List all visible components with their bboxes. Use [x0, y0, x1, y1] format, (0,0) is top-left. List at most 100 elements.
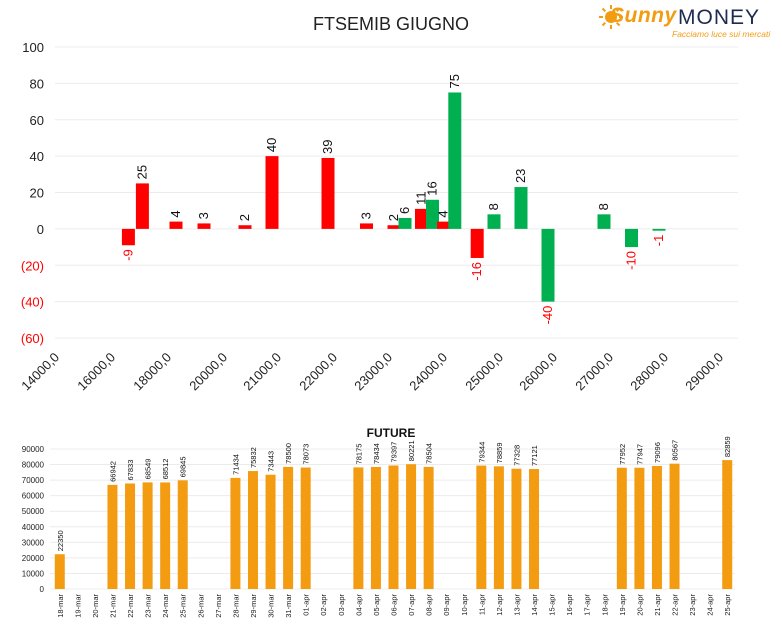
bar — [265, 156, 279, 229]
bar — [283, 466, 294, 589]
bar — [541, 228, 555, 302]
y-tick-label: (20) — [21, 258, 44, 273]
x-tick-label: 24-apr — [706, 594, 715, 616]
bar-data-label: 80221 — [407, 440, 416, 461]
bar-data-label: 25 — [134, 165, 149, 179]
x-tick-label: 25000,0 — [462, 350, 506, 394]
x-tick-label: 23000,0 — [351, 350, 395, 394]
bar-data-label: -1 — [651, 235, 666, 247]
bar — [634, 467, 645, 589]
x-tick-label: 26-mar — [196, 594, 205, 618]
y-tick-label: 90000 — [22, 445, 45, 454]
x-tick-label: 06-apr — [390, 594, 399, 616]
bar-data-label: 82859 — [723, 436, 732, 457]
bar — [415, 208, 428, 229]
bar — [121, 228, 135, 246]
x-tick-label: 08-apr — [425, 594, 434, 616]
bar — [652, 228, 666, 231]
x-tick-label: 28-mar — [231, 594, 240, 618]
bar — [125, 483, 136, 589]
bar-data-label: 16 — [425, 181, 440, 195]
bar — [487, 214, 501, 229]
bar — [493, 466, 504, 589]
bar — [160, 482, 171, 589]
y-tick-label: (60) — [21, 331, 44, 346]
bar — [169, 221, 183, 229]
x-tick-label: 26000,0 — [516, 350, 560, 394]
bar-data-label: 68512 — [161, 459, 170, 480]
x-tick-label: 10-apr — [460, 594, 469, 616]
bar-data-label: 79344 — [477, 442, 486, 463]
x-tick-label: 01-apr — [302, 594, 311, 616]
x-tick-label: 18000,0 — [130, 350, 174, 394]
bar — [370, 466, 381, 589]
y-tick-label: 60000 — [22, 492, 45, 501]
x-tick-label: 21-apr — [653, 594, 662, 616]
y-tick-label: 50000 — [22, 507, 45, 516]
bar — [669, 463, 680, 589]
logo-tagline: Facciamo luce sui mercati — [672, 29, 771, 39]
x-tick-label: 12-apr — [495, 594, 504, 616]
y-tick-label: 0 — [40, 585, 45, 594]
x-tick-label: 25-mar — [179, 594, 188, 618]
bar-data-label: 4 — [436, 210, 451, 217]
bar-data-label: 77947 — [635, 444, 644, 465]
bar-data-label: 69845 — [179, 456, 188, 477]
bar-data-label: 68549 — [144, 459, 153, 480]
bar — [107, 484, 118, 589]
bar — [426, 199, 439, 229]
y-tick-label: 100 — [22, 40, 44, 55]
x-tick-label: 30-mar — [267, 594, 276, 618]
bar — [448, 92, 462, 229]
bar — [423, 466, 434, 589]
y-tick-label: 80000 — [22, 461, 45, 470]
bar — [616, 467, 627, 589]
x-tick-label: 20-mar — [91, 594, 100, 618]
bar-data-label: -16 — [469, 262, 484, 281]
bar — [470, 228, 484, 258]
bar-data-label: 2 — [237, 214, 252, 221]
bar — [476, 465, 487, 589]
bar — [437, 221, 451, 229]
x-tick-label: 13-apr — [512, 594, 521, 616]
x-tick-label: 16-apr — [565, 594, 574, 616]
bar — [321, 157, 335, 229]
bar — [238, 225, 252, 229]
bar-data-label: 67833 — [126, 460, 135, 481]
bar-data-label: 78073 — [302, 444, 311, 465]
y-tick-label: 70000 — [22, 476, 45, 485]
bar — [135, 183, 149, 229]
bar — [722, 460, 733, 589]
bar-data-label: 8 — [596, 203, 611, 210]
x-tick-label: 17-apr — [583, 594, 592, 616]
bar-data-label: 6 — [397, 207, 412, 214]
bar — [247, 471, 258, 589]
x-tick-label: 19-mar — [73, 594, 82, 618]
ftsemib-bar-chart: 100 80 60 40 20 0 (20) (40) (60) 14000,0 16000,0 18… — [18, 40, 738, 394]
bar-data-label: -40 — [540, 306, 555, 325]
y-tick-label: 20 — [30, 186, 44, 201]
bar-data-label: 4 — [168, 210, 183, 217]
bar — [265, 474, 276, 589]
x-tick-label: 20000,0 — [186, 350, 230, 394]
bar-data-label: 77121 — [530, 445, 539, 466]
bar — [177, 480, 188, 589]
bar-data-label: 78500 — [284, 443, 293, 464]
x-tick-label: 18-apr — [600, 594, 609, 616]
x-tick-label: 04-apr — [354, 594, 363, 616]
bar — [529, 469, 540, 589]
x-tick-label: 16000,0 — [74, 350, 118, 394]
bar — [398, 217, 412, 229]
bar-data-label: 8 — [486, 203, 501, 210]
y-tick-label: 30000 — [22, 538, 45, 547]
bar — [597, 214, 611, 229]
x-tick-label: 27-mar — [214, 594, 223, 618]
bar — [300, 467, 311, 589]
x-tick-label: 11-apr — [477, 593, 486, 615]
x-tick-label: 22-apr — [671, 594, 680, 616]
bar — [353, 467, 364, 589]
x-tick-label: 29000,0 — [682, 350, 726, 394]
bar — [54, 554, 65, 589]
bar-data-label: 75 — [447, 74, 462, 88]
bar — [197, 223, 211, 229]
